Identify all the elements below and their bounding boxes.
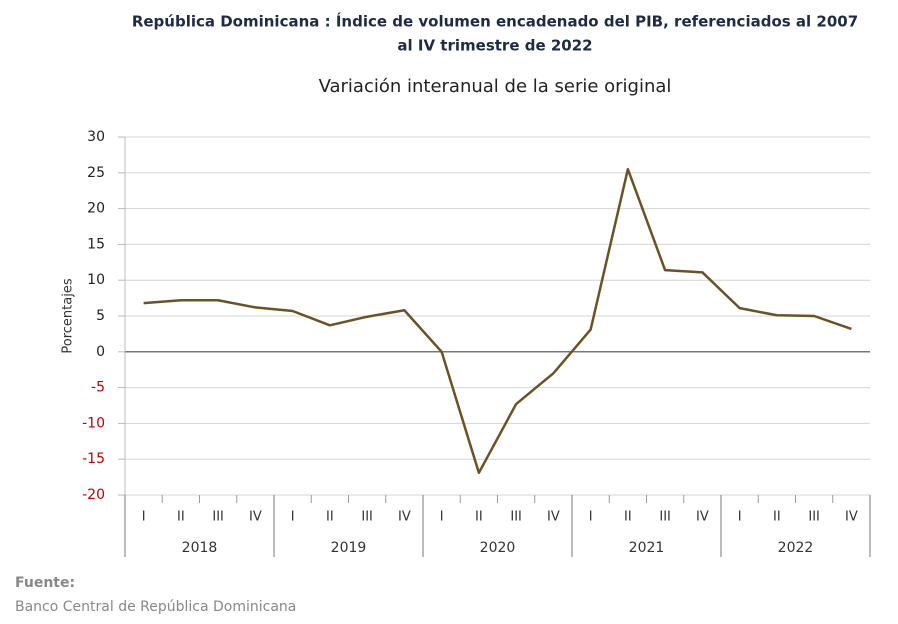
y-axis-label: Porcentajes [61,278,76,353]
y-tick-label: 15 [87,236,105,252]
y-tick-label: -5 [91,380,105,396]
x-tick-label: II [177,510,185,525]
y-tick-label: -10 [82,415,105,431]
chart-subtitle: Variación interanual de la serie origina… [319,76,672,97]
y-tick-label: -20 [82,487,105,503]
x-tick-label: III [361,510,373,525]
x-tick-label: II [773,510,781,525]
x-tick-label: IV [398,510,411,525]
x-tick-label: II [326,510,334,525]
x-tick-label: I [142,510,146,525]
x-group-label: 2021 [629,540,665,556]
y-tick-label: -15 [82,451,105,467]
x-tick-label: III [212,510,224,525]
x-group-label: 2022 [778,540,814,556]
y-tick-label: 25 [87,165,105,181]
y-tick-label: 5 [96,308,105,324]
x-tick-label: IV [249,510,262,525]
source-text: Banco Central de República Dominicana [15,599,296,615]
x-tick-label: I [440,510,444,525]
x-group-label: 2020 [480,540,516,556]
x-tick-label: IV [845,510,858,525]
x-tick-label: III [659,510,671,525]
x-tick-label: II [475,510,483,525]
x-group-label: 2018 [182,540,218,556]
x-tick-label: III [808,510,820,525]
x-group-label: 2019 [331,540,367,556]
x-tick-label: I [589,510,593,525]
y-tick-label: 30 [87,129,105,145]
x-tick-label: III [510,510,522,525]
x-tick-label: IV [547,510,560,525]
x-tick-label: I [738,510,742,525]
chart-title: al IV trimestre de 2022 [397,37,592,55]
x-tick-label: I [291,510,295,525]
x-tick-label: II [624,510,632,525]
source-label: Fuente: [15,575,75,591]
data-line [143,167,852,475]
y-tick-label: 20 [87,201,105,217]
x-tick-label: IV [696,510,709,525]
chart-title: República Dominicana : Índice de volumen… [132,12,858,31]
y-tick-label: 10 [87,272,105,288]
y-tick-label: 0 [96,344,105,360]
